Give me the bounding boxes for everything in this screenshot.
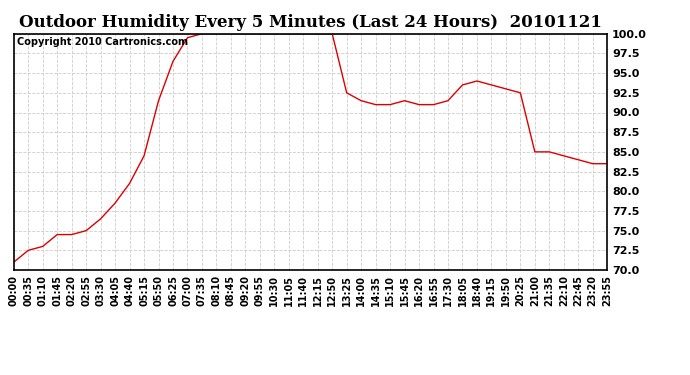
Title: Outdoor Humidity Every 5 Minutes (Last 24 Hours)  20101121: Outdoor Humidity Every 5 Minutes (Last 2… <box>19 14 602 31</box>
Text: Copyright 2010 Cartronics.com: Copyright 2010 Cartronics.com <box>17 37 188 47</box>
